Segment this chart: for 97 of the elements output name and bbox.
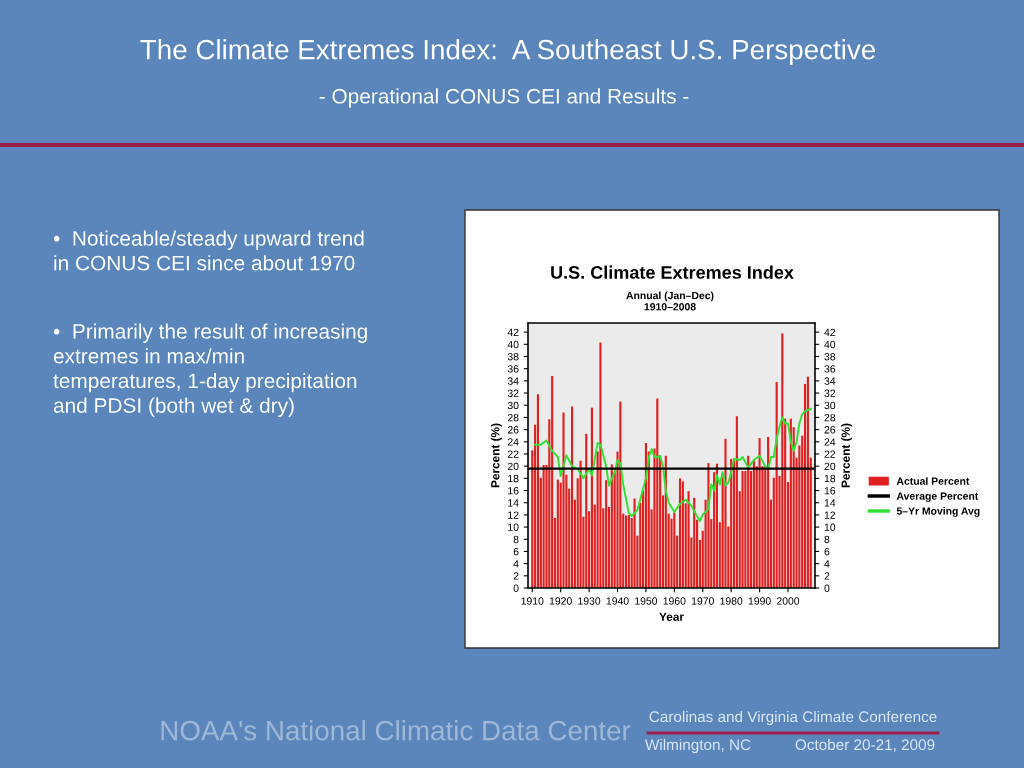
bar	[633, 498, 636, 588]
y-tick-label: 36	[507, 365, 519, 373]
y2-tick-label: 0	[824, 584, 830, 592]
legend-label: Actual Percent	[896, 477, 970, 485]
bar	[806, 376, 809, 588]
text: NOAA's National Climatic Data Center	[161, 720, 631, 741]
y-tick-label: 42	[507, 328, 519, 336]
legend-label: 5–Yr Moving Avg	[896, 507, 980, 517]
bar	[735, 416, 738, 588]
y2-tick-label: 20	[824, 462, 836, 471]
bar	[536, 394, 540, 588]
bar	[605, 480, 608, 588]
y-tick-label: 24	[507, 438, 519, 446]
bar	[681, 481, 684, 588]
bar	[678, 478, 682, 588]
y-tick-label: 4	[513, 560, 519, 568]
text: • Noticeable/steady upward trend in CONUS CEI since about 1970	[53, 230, 364, 271]
y2-tick-label: 10	[824, 523, 836, 531]
chart-subtitle: Annual (Jan–Dec) 1910–2008	[626, 291, 714, 311]
y-tick-label: 14	[508, 499, 519, 507]
y-tick-label: 0	[513, 584, 519, 592]
y2-tick-label: 40	[824, 340, 836, 349]
x-tick-label: 1950	[635, 597, 658, 605]
y-tick-label: 30	[507, 401, 519, 410]
bar	[752, 460, 755, 588]
y-tick-label: 32	[507, 389, 519, 397]
bar	[599, 342, 602, 588]
y-tick-label: 18	[508, 474, 519, 483]
bar	[570, 406, 574, 588]
bar	[542, 464, 545, 588]
y-tick-label: 26	[507, 426, 519, 434]
bar	[585, 433, 588, 588]
y2-tick-label: 28	[824, 413, 836, 422]
text: Carolinas and Virginia Climate Conference	[649, 710, 937, 726]
y-tick-label: 28	[507, 413, 519, 422]
y-tick-label: 22	[507, 450, 519, 458]
y2-tick-label: 38	[824, 353, 836, 361]
y-tick-label: 2	[513, 572, 519, 580]
bar	[758, 438, 761, 588]
text: The Climate Extremes Index: A Southeast U.S. Perspective	[140, 39, 876, 65]
bar	[767, 436, 770, 588]
y-tick-label: 34	[507, 377, 519, 385]
bar	[562, 412, 565, 588]
y2-tick-label: 16	[824, 487, 836, 495]
y2-tick-label: 2	[824, 572, 830, 580]
y2-tick-label: 6	[824, 547, 830, 556]
bar	[656, 398, 659, 588]
bar	[556, 479, 559, 588]
bar	[551, 376, 554, 588]
y-tick-label: 6	[513, 547, 519, 556]
y2-tick-label: 4	[824, 560, 830, 568]
y2-tick-label: 32	[824, 389, 836, 397]
legend-label: Average Percent	[896, 492, 979, 502]
line-series	[534, 407, 812, 522]
y2-tick-label: 30	[824, 401, 836, 410]
y2-tick-label: 42	[824, 328, 836, 336]
bar	[741, 471, 744, 588]
bar	[724, 438, 727, 588]
x-tick-label: 1990	[748, 597, 771, 605]
y2-tick-label: 26	[824, 426, 836, 434]
y2-tick-label: 36	[824, 365, 836, 373]
text: - Operational CONUS CEI and Results -	[319, 88, 689, 108]
x-axis-title: Year	[659, 612, 684, 621]
bar	[707, 463, 710, 588]
bar	[673, 512, 676, 588]
bar	[627, 514, 630, 588]
y2-tick-label: 14	[824, 499, 836, 507]
y-tick-label: 20	[507, 462, 519, 471]
y2-tick-label: 22	[824, 450, 836, 458]
y-tick-label: 12	[508, 511, 519, 519]
x-tick-label: 1910	[521, 597, 544, 605]
x-tick-label: 1930	[578, 597, 601, 605]
text: • Primarily the result of increasing extremes in max/min temperatures, 1-day precipitation and PDSI (both wet & dry)	[53, 323, 367, 418]
x-tick-label: 1940	[606, 597, 629, 605]
y-tick-label: 8	[513, 535, 519, 544]
y2-tick-label: 34	[824, 377, 836, 385]
y2-tick-label: 12	[824, 511, 836, 519]
bar	[781, 333, 784, 588]
x-tick-label: 1980	[720, 597, 743, 605]
y-tick-label: 10	[508, 523, 519, 531]
text: Wilmington, NC	[645, 738, 751, 754]
y2-axis-title: Percent (%)	[841, 423, 853, 488]
y2-tick-label: 24	[824, 438, 836, 446]
x-tick-label: 1960	[663, 597, 686, 605]
text: October 20-21, 2009	[795, 738, 935, 752]
y-axis-title: Percent (%)	[490, 423, 502, 488]
x-tick-label: 2000	[776, 597, 800, 605]
bar	[624, 515, 628, 588]
y2-tick-label: 8	[824, 535, 830, 544]
x-tick-label: 1920	[549, 597, 572, 605]
y-tick-label: 38	[507, 353, 519, 361]
y-tick-label: 40	[507, 340, 519, 349]
chart-title: U.S. Climate Extremes Index	[551, 265, 794, 279]
x-tick-label: 1970	[691, 597, 714, 605]
bar	[687, 491, 690, 588]
y-tick-label: 16	[508, 487, 519, 495]
y2-tick-label: 18	[824, 474, 836, 483]
